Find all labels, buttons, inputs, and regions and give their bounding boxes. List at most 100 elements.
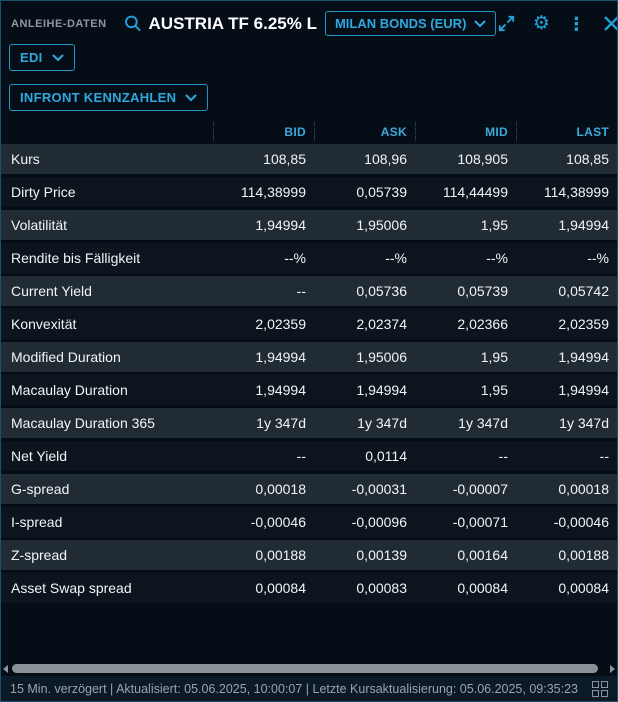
row-label: Modified Duration — [11, 349, 121, 365]
row-label: Net Yield — [11, 448, 68, 464]
cell-last: 0,05742 — [558, 283, 609, 299]
row-label: Kurs — [11, 151, 40, 167]
cell-ask: 0,0114 — [365, 448, 407, 464]
table-row[interactable]: Current Yield -- 0,05736 0,05739 0,05742 — [1, 276, 617, 306]
table-row[interactable]: Asset Swap spread 0,00084 0,00083 0,00084 0,… — [1, 573, 617, 603]
table-row[interactable]: Macaulay Duration 1,94994 1,94994 1,95 1,949… — [1, 375, 617, 405]
titlebar-icons: ⚙ ⋮ — [496, 13, 617, 34]
edi-dropdown-label: EDI — [20, 50, 43, 65]
cell-mid: 2,02366 — [457, 316, 508, 332]
cell-mid: 1,95 — [480, 382, 508, 398]
row-label: Asset Swap spread — [11, 580, 132, 596]
cell-ask: -0,00031 — [351, 481, 407, 497]
row-label: Z-spread — [11, 547, 68, 563]
edi-row: EDI — [1, 38, 617, 71]
table-header: BID ASK MID LAST — [1, 122, 617, 141]
row-label: Konvexität — [11, 316, 77, 332]
cell-ask: 0,05736 — [356, 283, 407, 299]
column-header-bid[interactable]: BID — [213, 122, 314, 141]
kennzahlen-dropdown-button[interactable]: INFRONT KENNZAHLEN — [9, 84, 209, 111]
scroll-left-icon[interactable] — [3, 664, 8, 673]
instrument-search-input[interactable]: AUSTRIA TF 6.25% L — [123, 14, 317, 34]
cell-ask: 0,00083 — [356, 580, 407, 596]
table-row[interactable]: Dirty Price 114,38999 0,05739 114,44499 114,… — [1, 177, 617, 207]
cell-mid: 0,05739 — [457, 283, 508, 299]
cell-bid: 0,00188 — [255, 547, 306, 563]
column-header-ask[interactable]: ASK — [314, 122, 415, 141]
chevron-down-icon — [51, 53, 64, 62]
table-row[interactable]: Kurs 108,85 108,96 108,905 108,85 — [1, 144, 617, 174]
cell-mid: -- — [498, 448, 508, 464]
gear-icon[interactable]: ⚙ — [532, 13, 550, 34]
table-row[interactable]: Volatilität 1,94994 1,95006 1,95 1,94994 — [1, 210, 617, 240]
cell-bid: 2,02359 — [255, 316, 306, 332]
cell-bid: 1,94994 — [255, 349, 306, 365]
row-label: I-spread — [11, 514, 63, 530]
cell-ask: 2,02374 — [356, 316, 407, 332]
status-bar: 15 Min. verzögert | Aktualisiert: 05.06.… — [1, 676, 617, 701]
cell-ask: 1y 347d — [357, 415, 407, 431]
cell-ask: 1,95006 — [356, 349, 407, 365]
row-label: Volatilität — [11, 217, 68, 233]
cell-last: 0,00084 — [558, 580, 609, 596]
cell-bid: -- — [296, 448, 306, 464]
table-row[interactable]: Konvexität 2,02359 2,02374 2,02366 2,02359 — [1, 309, 617, 339]
cell-last: --% — [587, 250, 609, 266]
cell-last: 0,00188 — [558, 547, 609, 563]
table-body: Kurs 108,85 108,96 108,905 108,85 Dirty Price… — [1, 141, 617, 603]
instrument-search-value[interactable]: AUSTRIA TF 6.25% L — [148, 13, 317, 33]
cell-last: 1y 347d — [559, 415, 609, 431]
close-icon[interactable] — [601, 14, 617, 34]
row-label: Current Yield — [11, 283, 92, 299]
chevron-down-icon — [185, 93, 198, 102]
table-row[interactable]: Modified Duration 1,94994 1,95006 1,95 1,949… — [1, 342, 617, 372]
table-row[interactable]: I-spread -0,00046 -0,00096 -0,00071 -0,00046 — [1, 507, 617, 537]
venue-selector-dropdown[interactable]: MILAN BONDS (EUR) — [324, 11, 497, 36]
column-header-mid[interactable]: MID — [415, 122, 516, 141]
cell-ask: 1,94994 — [356, 382, 407, 398]
table-row[interactable]: Rendite bis Fälligkeit --% --% --% --% — [1, 243, 617, 273]
cell-mid: 0,00164 — [457, 547, 508, 563]
row-label: Rendite bis Fälligkeit — [11, 250, 141, 266]
venue-selector-label: MILAN BONDS (EUR) — [334, 16, 467, 31]
column-header-last[interactable]: LAST — [516, 122, 617, 141]
cell-mid: --% — [486, 250, 508, 266]
row-label-column-header — [1, 122, 213, 141]
cell-bid: 1,94994 — [255, 382, 306, 398]
cell-bid: 108,85 — [263, 151, 306, 167]
cell-mid: -0,00007 — [452, 481, 508, 497]
title-bar: ANLEIHE-DATEN AUSTRIA TF 6.25% L MILAN B… — [1, 1, 617, 38]
cell-last: 1,94994 — [558, 217, 609, 233]
cell-last: 1,94994 — [558, 349, 609, 365]
kebab-menu-icon[interactable]: ⋮ — [567, 13, 586, 34]
row-label: G-spread — [11, 481, 70, 497]
cell-bid: 0,00084 — [255, 580, 306, 596]
cell-bid: 114,38999 — [240, 184, 306, 200]
cell-mid: 1,95 — [480, 217, 508, 233]
scroll-right-icon[interactable] — [610, 664, 615, 673]
search-icon — [123, 14, 143, 34]
cell-last: -- — [599, 448, 609, 464]
cell-ask: -0,00096 — [351, 514, 407, 530]
scrollbar-track[interactable] — [10, 664, 608, 673]
cell-mid: -0,00071 — [452, 514, 508, 530]
expand-window-icon[interactable] — [496, 14, 516, 34]
cell-ask: --% — [385, 250, 407, 266]
cell-bid: 0,00018 — [255, 481, 306, 497]
page-title: ANLEIHE-DATEN — [11, 17, 107, 30]
horizontal-scrollbar[interactable] — [1, 661, 617, 676]
table-row[interactable]: Net Yield -- 0,0114 -- -- — [1, 441, 617, 471]
scrollbar-thumb[interactable] — [12, 664, 599, 673]
cell-ask: 0,05739 — [356, 184, 407, 200]
table-row[interactable]: G-spread 0,00018 -0,00031 -0,00007 0,00018 — [1, 474, 617, 504]
edi-dropdown-button[interactable]: EDI — [9, 44, 75, 71]
grid-link-icon[interactable] — [592, 680, 608, 697]
bond-metrics-table: BID ASK MID LAST Kurs 108,85 108,96 108,905 108… — [1, 122, 617, 603]
cell-bid: -0,00046 — [250, 514, 306, 530]
cell-mid: 114,44499 — [442, 184, 508, 200]
table-row[interactable]: Macaulay Duration 365 1y 347d 1y 347d 1y 34… — [1, 408, 617, 438]
cell-ask: 1,95006 — [356, 217, 407, 233]
table-row[interactable]: Z-spread 0,00188 0,00139 0,00164 0,00188 — [1, 540, 617, 570]
cell-bid: -- — [296, 283, 306, 299]
